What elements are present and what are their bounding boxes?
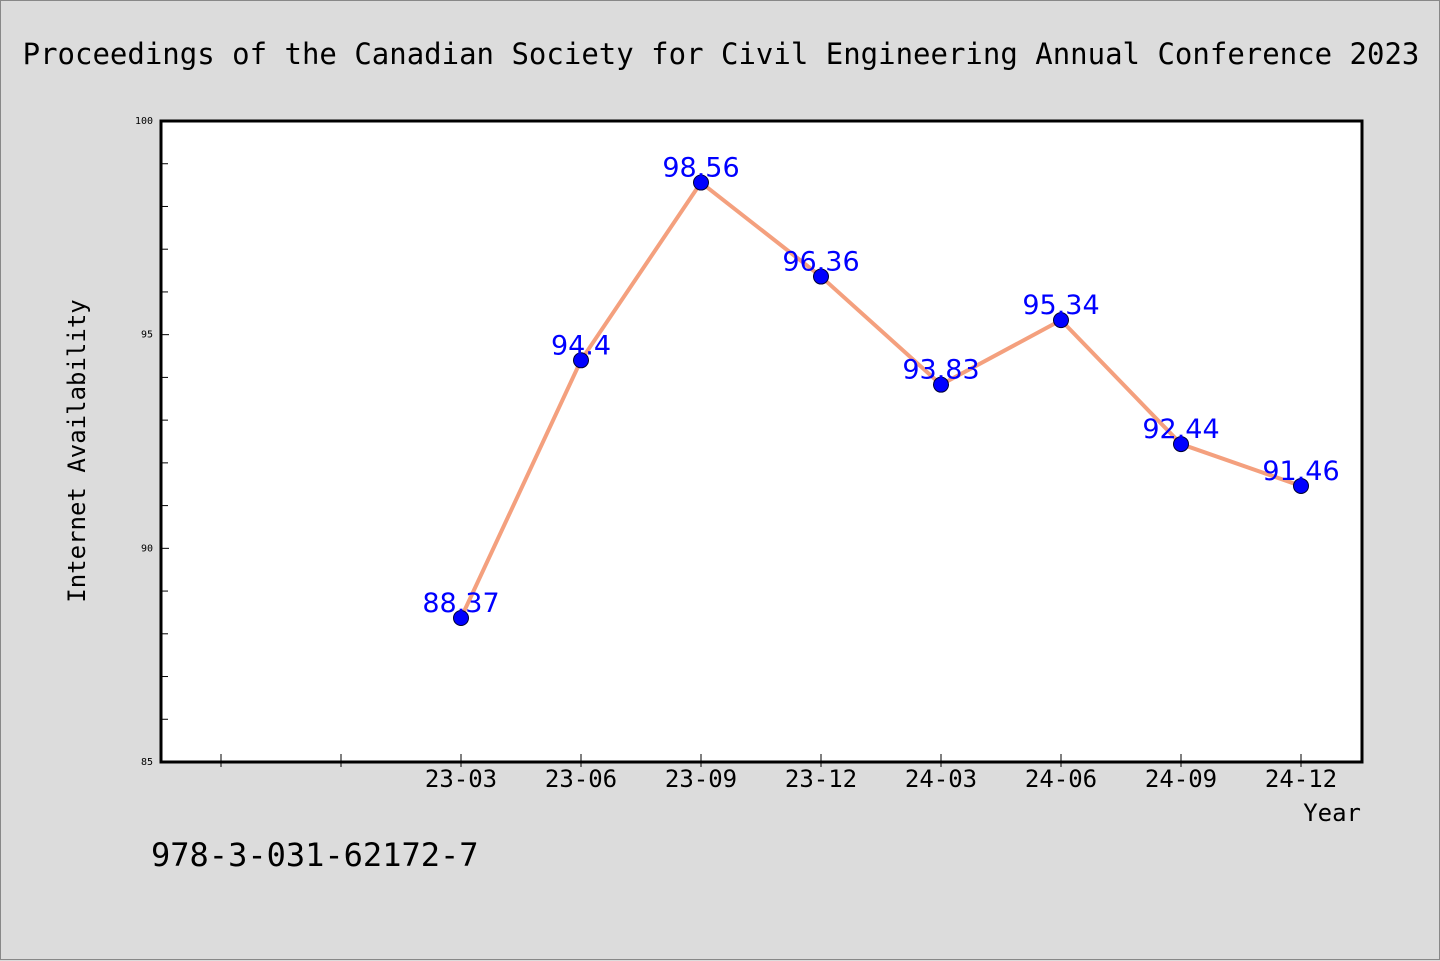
data-label: 91.46 xyxy=(1262,456,1339,487)
data-label: 93.83 xyxy=(902,355,979,386)
y-axis-label: Internet Availability xyxy=(63,299,91,602)
data-label: 96.36 xyxy=(782,247,859,278)
data-point xyxy=(453,609,469,626)
x-axis-label: Year xyxy=(1303,799,1361,827)
chart-title: Proceedings of the Canadian Society for … xyxy=(23,37,1420,71)
x-tick-label: 24-12 xyxy=(1265,765,1337,793)
data-label: 92.44 xyxy=(1142,414,1219,445)
x-tick-label: 24-09 xyxy=(1145,765,1217,793)
x-tick-label: 23-12 xyxy=(785,765,857,793)
x-tick-label: 23-03 xyxy=(425,765,497,793)
data-point xyxy=(933,376,949,393)
y-tick-label: 100 xyxy=(135,116,153,127)
y-tick-label: 95 xyxy=(141,330,153,341)
data-point xyxy=(1173,436,1189,453)
x-axis-ticks: 23-03 23-06 23-09 23-12 24-03 24-06 24-09 24-12 xyxy=(220,754,1337,793)
y-tick-label: 90 xyxy=(141,543,153,554)
isbn-text: 978-3-031-62172-7 xyxy=(151,836,479,874)
data-point xyxy=(693,174,709,191)
data-point xyxy=(573,352,589,369)
data-point xyxy=(1053,312,1069,329)
x-tick-label: 24-03 xyxy=(905,765,977,793)
data-point xyxy=(813,268,829,285)
y-tick-label: 85 xyxy=(141,757,153,768)
series-group: 88.37 94.4 98.56 96.36 93.83 95.34 92.44 91.46 xyxy=(422,153,1340,626)
data-label: 95.34 xyxy=(1022,290,1099,321)
x-tick-label: 24-06 xyxy=(1025,765,1097,793)
data-label: 98.56 xyxy=(662,153,739,184)
data-label: 88.37 xyxy=(422,588,499,619)
x-tick-label: 23-06 xyxy=(545,765,617,793)
series-line xyxy=(459,180,1303,620)
x-tick-label: 23-09 xyxy=(665,765,737,793)
data-label: 94.4 xyxy=(551,330,611,361)
data-point xyxy=(1293,477,1309,494)
plot-border xyxy=(159,119,1364,764)
